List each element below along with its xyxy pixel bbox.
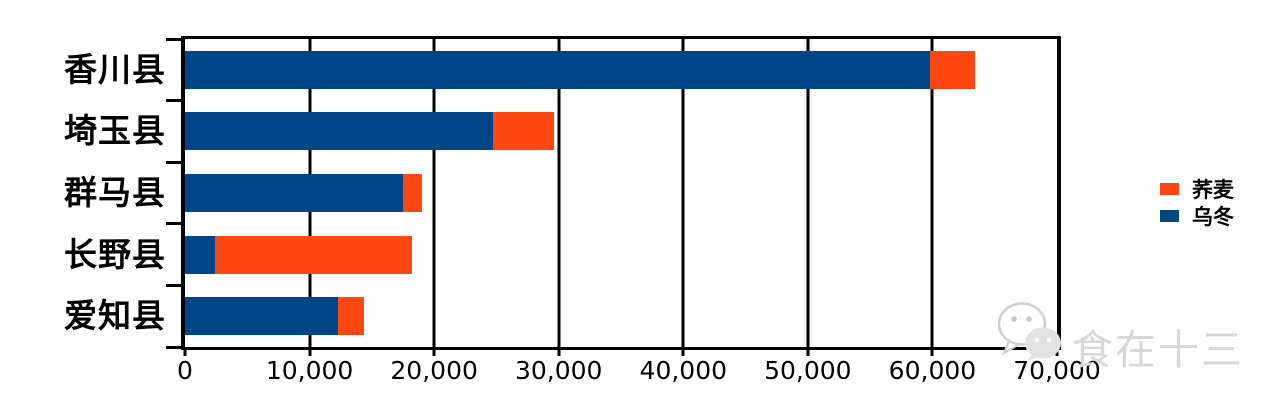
bar-segment-乌冬	[185, 174, 403, 212]
x-axis-tick-label: 70,000	[1013, 356, 1101, 385]
y-axis-tick	[166, 345, 181, 349]
gridline	[432, 39, 436, 347]
y-axis-label: 香川县	[64, 49, 166, 89]
legend: 荞麦 乌冬	[1160, 177, 1234, 229]
x-axis-tick-label: 30,000	[514, 356, 603, 385]
bar-row	[185, 50, 975, 89]
y-axis-tick	[166, 283, 181, 287]
x-axis-tick	[183, 347, 187, 356]
bar-segment-乌冬	[185, 235, 215, 274]
bar-row	[185, 235, 412, 274]
x-axis-tick-label: 40,000	[639, 356, 728, 385]
legend-item: 荞麦	[1160, 177, 1234, 202]
x-axis-tick	[681, 347, 685, 356]
legend-swatch	[1160, 183, 1179, 195]
x-axis-tick	[432, 347, 436, 356]
y-axis-tick	[166, 160, 181, 164]
bar-row	[185, 112, 554, 151]
y-axis-tick	[166, 37, 181, 41]
y-axis-label: 长野县	[64, 234, 166, 274]
y-axis-tick	[166, 99, 181, 103]
bar-row	[185, 174, 422, 212]
gridline	[806, 39, 810, 347]
x-axis-tick	[308, 347, 312, 356]
x-axis-tick	[557, 347, 561, 356]
x-axis-tick	[1055, 347, 1059, 356]
y-axis-label: 群马县	[64, 173, 166, 212]
legend-item: 乌冬	[1160, 204, 1234, 229]
x-axis-tick	[806, 347, 810, 356]
x-axis-tick	[930, 347, 934, 356]
bar-segment-荞麦	[492, 112, 554, 151]
bar-segment-荞麦	[929, 50, 975, 89]
bar-segment-荞麦	[214, 235, 412, 274]
bar-segment-乌冬	[185, 50, 930, 89]
plot-area	[181, 36, 1061, 350]
gridline	[930, 39, 934, 347]
y-axis-label: 埼玉县	[64, 111, 166, 151]
bar-segment-荞麦	[403, 174, 422, 212]
y-axis-label: 爱知县	[64, 296, 166, 336]
x-axis-tick-label: 60,000	[888, 356, 977, 385]
gridline	[557, 39, 561, 347]
bar-segment-荞麦	[338, 297, 365, 336]
x-axis-tick-label: 20,000	[390, 356, 478, 385]
bar-segment-乌冬	[185, 297, 339, 336]
legend-label: 荞麦	[1192, 178, 1234, 202]
plot-inner	[185, 39, 1057, 347]
x-axis-tick-label: 0	[177, 356, 193, 385]
bar-row	[185, 297, 365, 336]
gridline	[681, 39, 685, 347]
legend-swatch	[1160, 210, 1179, 222]
x-axis-tick-label: 10,000	[265, 356, 354, 385]
x-axis-tick-label: 50,000	[764, 356, 852, 385]
y-axis-tick	[166, 222, 181, 226]
bar-segment-乌冬	[185, 112, 493, 151]
legend-label: 乌冬	[1192, 205, 1234, 229]
